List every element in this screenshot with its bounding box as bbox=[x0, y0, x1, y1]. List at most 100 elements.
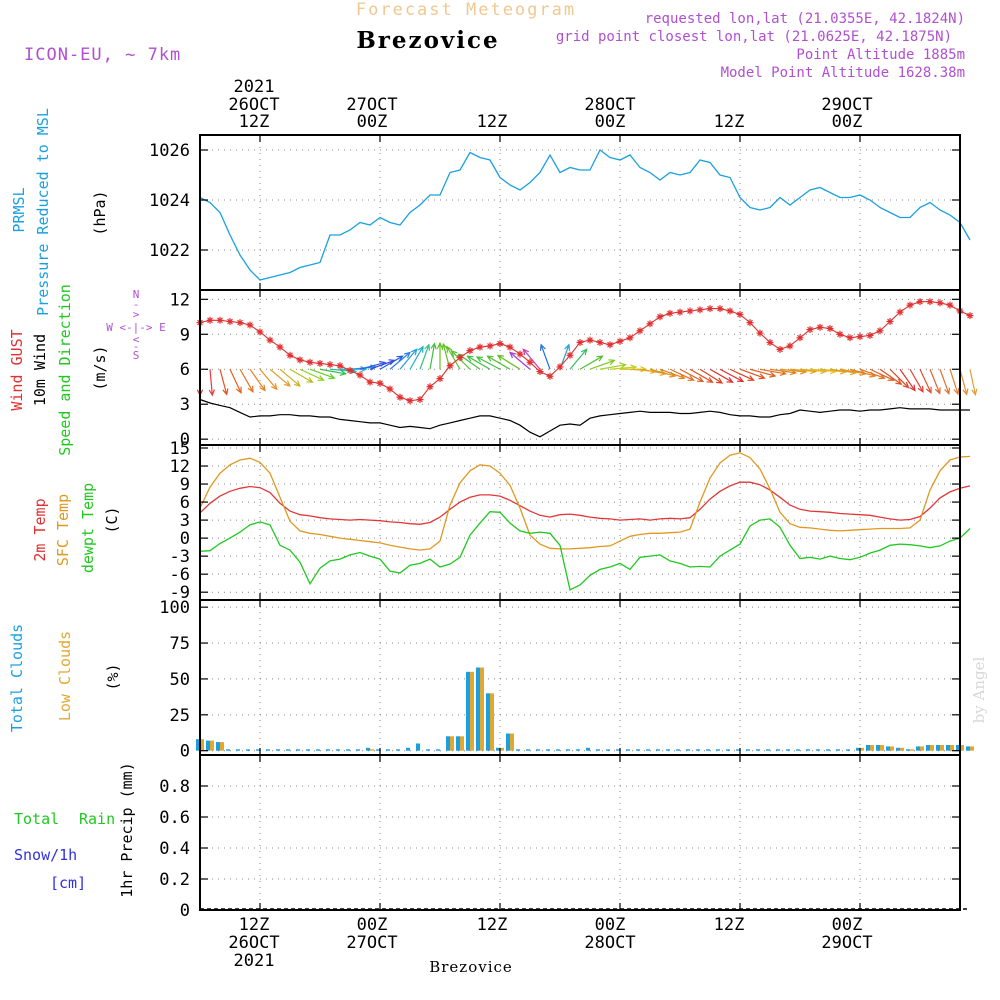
wind-arrow-shaft bbox=[689, 368, 713, 383]
wind-arrow-head bbox=[430, 342, 437, 350]
bar-low-clouds bbox=[920, 746, 924, 751]
wind-arrow bbox=[259, 368, 278, 391]
gust-marker-d2 bbox=[327, 361, 333, 368]
gust-marker bbox=[846, 334, 854, 342]
gust-marker-d2 bbox=[487, 343, 493, 349]
wind-arrow-head bbox=[687, 375, 695, 381]
wind-arrow-shaft bbox=[458, 353, 481, 370]
bottom-date-label-29oct: 29OCT bbox=[821, 933, 872, 953]
gust-marker-d2 bbox=[587, 337, 593, 343]
bar-total-clouds bbox=[916, 746, 920, 751]
bar-total-clouds bbox=[846, 749, 850, 751]
gust-marker bbox=[266, 336, 274, 344]
gust-marker bbox=[206, 316, 214, 324]
wind-arrow-shaft bbox=[249, 368, 266, 391]
wind-arrow-shaft bbox=[649, 368, 676, 377]
gust-marker bbox=[506, 343, 514, 351]
wind-arrow-head bbox=[726, 376, 734, 383]
bar-total-clouds bbox=[206, 740, 210, 751]
ytick-label-precip-4: 0.8 bbox=[159, 777, 190, 797]
wind-arrow bbox=[829, 368, 858, 376]
wind-arrow bbox=[436, 341, 444, 370]
bar-total-clouds bbox=[596, 749, 600, 751]
wind-arrow-shaft bbox=[639, 368, 666, 375]
bottom-date-label-27oct: 27OCT bbox=[346, 933, 397, 953]
gust-marker bbox=[466, 347, 474, 355]
ytick-label-pressure-1: 1024 bbox=[149, 191, 190, 211]
wind-arrow-head bbox=[580, 348, 588, 356]
wind-arrow bbox=[429, 342, 437, 370]
axes-layer: 102210241026036912-9-6-30369121502550751… bbox=[149, 134, 961, 921]
gust-marker bbox=[596, 338, 604, 346]
bar-low-clouds bbox=[880, 745, 884, 751]
ytick-label-precip-3: 0.6 bbox=[159, 808, 190, 828]
gust-marker-d2 bbox=[527, 359, 533, 366]
wind-arrow-head bbox=[424, 343, 431, 351]
gust-marker bbox=[606, 341, 614, 349]
bottom-date-label-28oct: 28OCT bbox=[584, 933, 635, 953]
bar-total-clouds bbox=[876, 745, 880, 751]
gust-marker-d2 bbox=[557, 364, 563, 370]
wind-arrow-shaft bbox=[289, 368, 313, 383]
gust-marker-d2 bbox=[967, 312, 973, 319]
ytick-label-pressure-2: 1026 bbox=[149, 141, 190, 161]
gust-marker bbox=[786, 342, 794, 350]
temp2m-label: 2m Temp bbox=[31, 498, 49, 561]
wind-arrow-shaft bbox=[451, 350, 471, 370]
bar-total-clouds bbox=[676, 749, 680, 751]
bar-total-clouds bbox=[566, 749, 570, 751]
credit-watermark: by Angel bbox=[970, 656, 988, 723]
wind-arrow bbox=[419, 343, 431, 370]
wind-arrow-head bbox=[539, 343, 546, 351]
bar-total-clouds bbox=[736, 749, 740, 751]
wind-arrow-shaft bbox=[419, 344, 430, 370]
bar-total-clouds bbox=[556, 749, 560, 751]
bottom-hour-label-26oct-12z: 12Z bbox=[239, 915, 270, 935]
gust-marker-d2 bbox=[807, 326, 813, 333]
gust-marker bbox=[926, 298, 934, 306]
gust-marker bbox=[326, 361, 334, 369]
model-label: ICON-EU, ~ 7km bbox=[24, 45, 181, 65]
gust-marker-d2 bbox=[367, 379, 373, 385]
wind-arrow-shaft bbox=[949, 369, 959, 395]
gust-marker-d2 bbox=[537, 368, 543, 375]
bar-total-clouds bbox=[936, 745, 940, 751]
wind-unit: (m/s) bbox=[91, 345, 109, 390]
gust-label: Wind GUST bbox=[8, 329, 26, 410]
gust-marker-d2 bbox=[387, 386, 393, 392]
gust-marker bbox=[476, 343, 484, 351]
wind-arrow-head bbox=[317, 375, 325, 381]
bar-total-clouds bbox=[416, 743, 420, 751]
gust-marker-d2 bbox=[347, 367, 353, 374]
wind-arrow bbox=[679, 368, 705, 383]
wind-dir-label: Speed and Direction bbox=[56, 284, 74, 456]
bar-total-clouds bbox=[606, 749, 610, 751]
wind-arrow-head bbox=[339, 369, 347, 376]
wind-arrow bbox=[579, 355, 604, 370]
bar-total-clouds bbox=[486, 693, 490, 751]
bar-total-clouds bbox=[546, 749, 550, 751]
bar-total-clouds bbox=[746, 749, 750, 751]
total-clouds-label: Total Clouds bbox=[8, 624, 26, 732]
wind-arrow-head bbox=[895, 378, 903, 385]
wind-arrow bbox=[909, 368, 924, 393]
wind-arrow bbox=[309, 368, 336, 380]
gust-marker-d2 bbox=[447, 362, 453, 369]
wind-arrow-head bbox=[328, 373, 336, 380]
bar-low-clouds bbox=[960, 745, 964, 751]
gust-marker-d2 bbox=[467, 347, 473, 354]
top-year-label: 2021 bbox=[234, 77, 275, 97]
panel-frame-precip bbox=[199, 754, 961, 911]
bar-low-clouds bbox=[210, 740, 214, 751]
gust-marker-d2 bbox=[517, 351, 523, 357]
total-label: Total bbox=[14, 810, 59, 828]
bar-total-clouds bbox=[696, 749, 700, 751]
gust-marker bbox=[496, 340, 504, 348]
bar-total-clouds bbox=[946, 745, 950, 751]
bar-total-clouds bbox=[756, 749, 760, 751]
gust-marker-d2 bbox=[727, 308, 733, 314]
wind-arrow-shaft bbox=[659, 368, 685, 379]
gust-marker bbox=[246, 321, 254, 329]
wind-arrow-shaft bbox=[849, 368, 876, 377]
